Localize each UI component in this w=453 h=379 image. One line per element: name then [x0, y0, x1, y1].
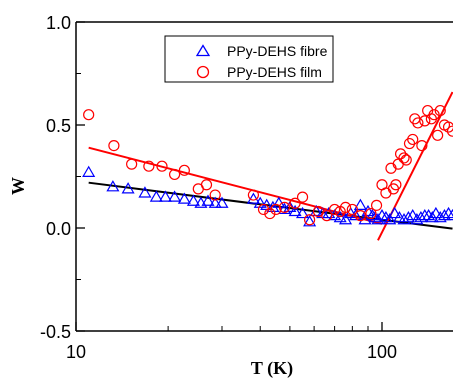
film-point [200, 179, 213, 191]
y-tick-label-minus-0.5: -0.5 [40, 322, 71, 342]
film-point [394, 148, 407, 160]
film-point [419, 115, 431, 127]
film-point [407, 133, 419, 146]
film-point [398, 152, 410, 164]
fibre-point [272, 196, 286, 208]
series-film-markers [83, 104, 453, 226]
film-point [257, 203, 270, 216]
film-point [412, 117, 424, 129]
film-point [83, 109, 95, 121]
axis-ticks [75, 21, 383, 332]
fibre-point [414, 211, 428, 223]
film-point [434, 104, 446, 117]
film-point [400, 154, 412, 166]
film-point [390, 179, 402, 191]
film-point [416, 140, 428, 152]
y-axis-title: W [8, 177, 28, 195]
fibre-point [186, 194, 200, 206]
film-point [370, 199, 383, 211]
film-point [156, 160, 168, 172]
film-point [143, 160, 155, 172]
fibre-point [288, 204, 302, 217]
fibre-point [365, 208, 379, 221]
film-point [442, 121, 453, 133]
fibre-point [333, 211, 347, 223]
film-point [346, 203, 358, 216]
y-tick-label-1: 1.0 [46, 13, 71, 33]
film-point [168, 168, 181, 181]
fibre-point [429, 206, 443, 219]
film-point [278, 201, 291, 213]
fibre-point [138, 186, 152, 198]
legend-triangle-icon [195, 44, 211, 57]
film-point [270, 203, 282, 216]
film-point [209, 189, 221, 201]
fibre-point [168, 190, 182, 202]
y-tick-label-0: 0.0 [46, 219, 71, 239]
legend: PPy-DEHS fibre PPy-DEHS film [164, 35, 334, 83]
fibre-point [406, 208, 420, 221]
film-point [365, 207, 377, 220]
legend-box [164, 35, 334, 83]
fibre-point [397, 213, 411, 225]
film-point [304, 214, 316, 226]
fibre-point [82, 165, 96, 177]
film-point [264, 207, 276, 220]
fibre-point [388, 206, 402, 219]
legend-label-film: PPy-DEHS film [227, 64, 322, 80]
legend-label-fibre: PPy-DEHS fibre [227, 43, 328, 59]
fibre-point [401, 211, 415, 223]
fibre-point [201, 194, 215, 206]
fibre-point [425, 211, 439, 223]
fibre-point [149, 190, 163, 202]
fibre-point [338, 213, 353, 225]
film-point [247, 189, 260, 201]
film-point [108, 140, 120, 152]
legend-circle-icon [196, 65, 210, 79]
fibre-point [158, 190, 172, 202]
fibre-point [246, 192, 260, 204]
x-tick-label-100: 100 [367, 342, 397, 362]
x-tick-label-10: 10 [66, 342, 86, 362]
film-point [178, 164, 190, 176]
fibre-point [177, 192, 191, 204]
fibre-point [371, 213, 385, 225]
film-point [126, 158, 138, 170]
series-fibre-markers [82, 165, 453, 227]
fibre-point [353, 198, 367, 210]
fit-line [88, 146, 383, 225]
fibre-point [437, 208, 452, 221]
y-tick-label-0.5: 0.5 [46, 116, 71, 136]
fibre-point [208, 196, 222, 208]
x-axis-title: T (K) [251, 358, 293, 379]
fibre-point [266, 200, 280, 212]
fibre-point [121, 182, 135, 194]
fibre-point [383, 213, 397, 225]
fibre-point [303, 215, 317, 227]
film-point [354, 210, 367, 222]
film-point [321, 210, 333, 222]
film-point [296, 191, 309, 203]
fibre-point [296, 206, 310, 219]
film-point [428, 109, 440, 121]
film-point [432, 129, 444, 141]
film-point [289, 197, 301, 209]
film-point [329, 203, 341, 216]
fibre-point [253, 196, 267, 208]
film-point [339, 201, 352, 213]
film-point [380, 187, 392, 199]
fibre-point [283, 200, 297, 212]
fibre-point [215, 196, 229, 208]
plot-area [82, 91, 453, 241]
fibre-point [361, 204, 375, 217]
fibre-point [106, 180, 120, 192]
fibre-point [277, 202, 292, 215]
